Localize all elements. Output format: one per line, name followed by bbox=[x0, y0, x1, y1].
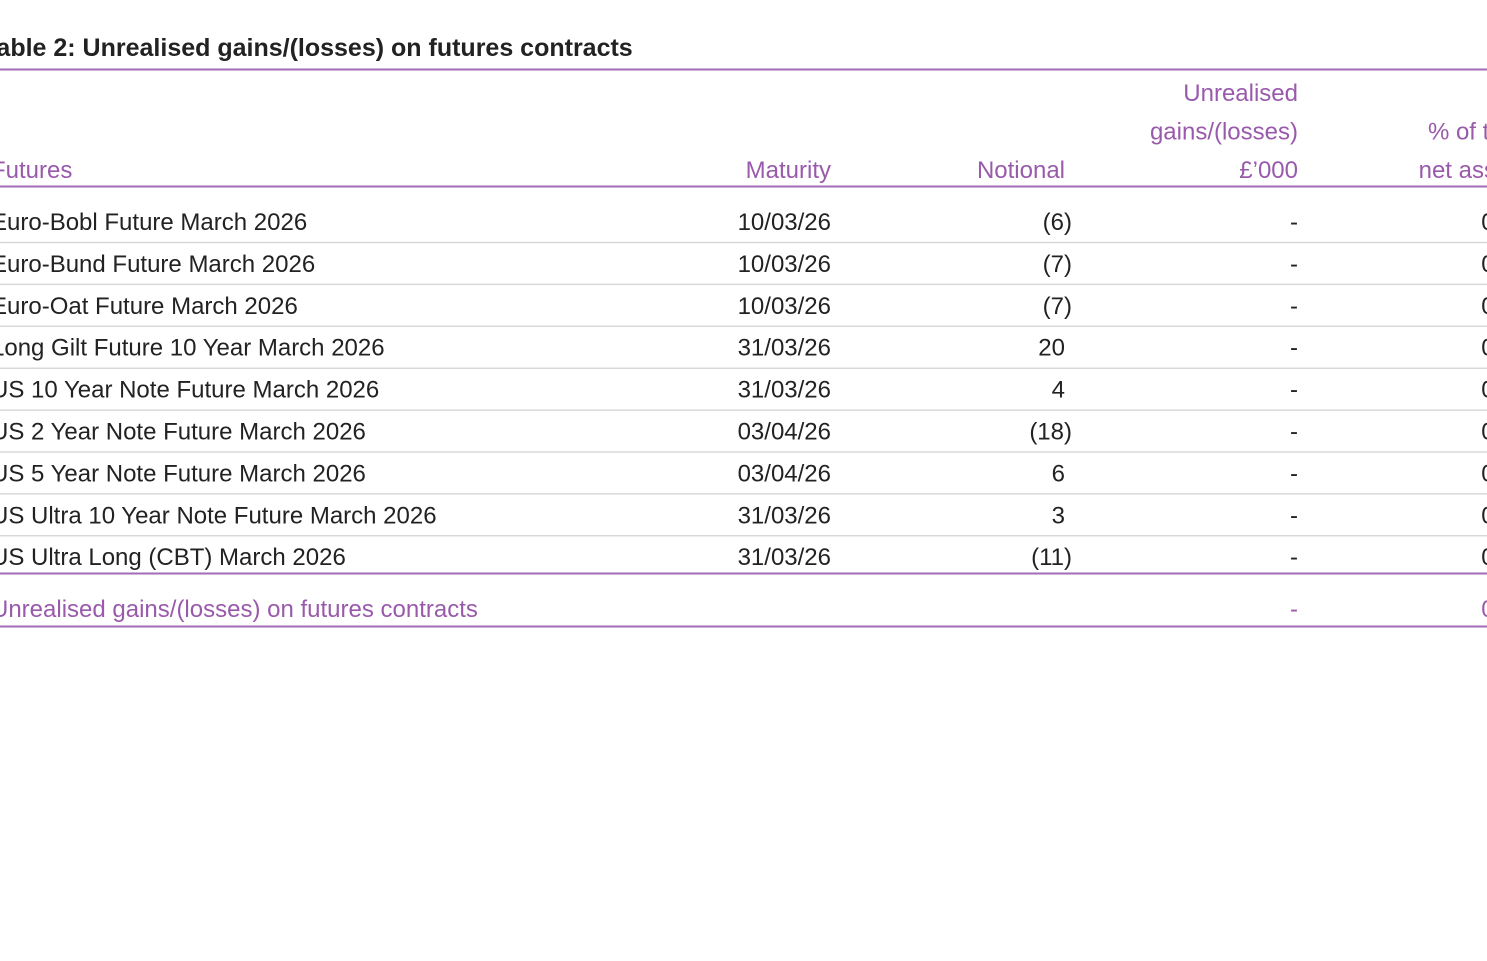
cell: US 2 Year Note Future March 2026 bbox=[0, 419, 366, 446]
cell: US 5 Year Note Future March 2026 bbox=[0, 460, 366, 487]
cell: 20 bbox=[1038, 335, 1065, 362]
cell: 4 bbox=[1052, 377, 1065, 404]
column-header: Futures bbox=[0, 157, 72, 184]
cell: - bbox=[1290, 335, 1298, 362]
total-percent: 0.00 bbox=[1481, 596, 1487, 623]
cell: Euro-Bund Future March 2026 bbox=[0, 251, 315, 278]
cell: (11) bbox=[1031, 544, 1072, 571]
cell: - bbox=[1290, 377, 1298, 404]
cell: (7) bbox=[1043, 251, 1072, 278]
cell: (18) bbox=[1029, 419, 1072, 446]
column-header: Maturity bbox=[746, 157, 831, 184]
cell: US Ultra Long (CBT) March 2026 bbox=[0, 544, 346, 571]
cell: - bbox=[1290, 419, 1298, 446]
cell: 10/03/26 bbox=[738, 293, 831, 320]
cell: 0.00 bbox=[1481, 209, 1487, 236]
cell: - bbox=[1290, 460, 1298, 487]
cell: 03/04/26 bbox=[738, 460, 831, 487]
cell: 0.00 bbox=[1481, 335, 1487, 362]
cell: 10/03/26 bbox=[738, 209, 831, 236]
cell: - bbox=[1290, 251, 1298, 278]
column-header: gains/(losses) bbox=[1150, 119, 1298, 146]
cell: 6 bbox=[1052, 460, 1065, 487]
cell: Euro-Bobl Future March 2026 bbox=[0, 209, 307, 236]
cell: - bbox=[1290, 544, 1298, 571]
cell: (6) bbox=[1043, 209, 1072, 236]
cell: 31/03/26 bbox=[738, 544, 831, 571]
cell: 3 bbox=[1052, 502, 1065, 529]
total-label: Unrealised gains/(losses) on futures con… bbox=[0, 596, 478, 623]
cell: 0.00 bbox=[1481, 377, 1487, 404]
table-title: Table 2: Unrealised gains/(losses) on fu… bbox=[0, 34, 633, 62]
cell: 0.00 bbox=[1481, 419, 1487, 446]
cell: 31/03/26 bbox=[738, 502, 831, 529]
cell: Euro-Oat Future March 2026 bbox=[0, 293, 298, 320]
cell: 0.00 bbox=[1481, 251, 1487, 278]
cell: 0.00 bbox=[1481, 293, 1487, 320]
cell: 0.00 bbox=[1481, 544, 1487, 571]
column-header: Notional bbox=[977, 157, 1065, 184]
column-header: £’000 bbox=[1239, 157, 1298, 184]
cell: 31/03/26 bbox=[738, 377, 831, 404]
cell: - bbox=[1290, 209, 1298, 236]
column-header: net assets bbox=[1419, 157, 1487, 184]
cell: US 10 Year Note Future March 2026 bbox=[0, 377, 379, 404]
column-header: % of total bbox=[1428, 119, 1487, 146]
cell: Long Gilt Future 10 Year March 2026 bbox=[0, 335, 385, 362]
cell: 10/03/26 bbox=[738, 251, 831, 278]
cell: 0.00 bbox=[1481, 502, 1487, 529]
cell: (7) bbox=[1043, 293, 1072, 320]
column-header: Unrealised bbox=[1183, 80, 1298, 107]
cell: 31/03/26 bbox=[738, 335, 831, 362]
total-gains: - bbox=[1290, 596, 1298, 623]
cell: US Ultra 10 Year Note Future March 2026 bbox=[0, 502, 437, 529]
cell: 0.00 bbox=[1481, 460, 1487, 487]
cell: 03/04/26 bbox=[738, 419, 831, 446]
cell: - bbox=[1290, 293, 1298, 320]
cell: - bbox=[1290, 502, 1298, 529]
